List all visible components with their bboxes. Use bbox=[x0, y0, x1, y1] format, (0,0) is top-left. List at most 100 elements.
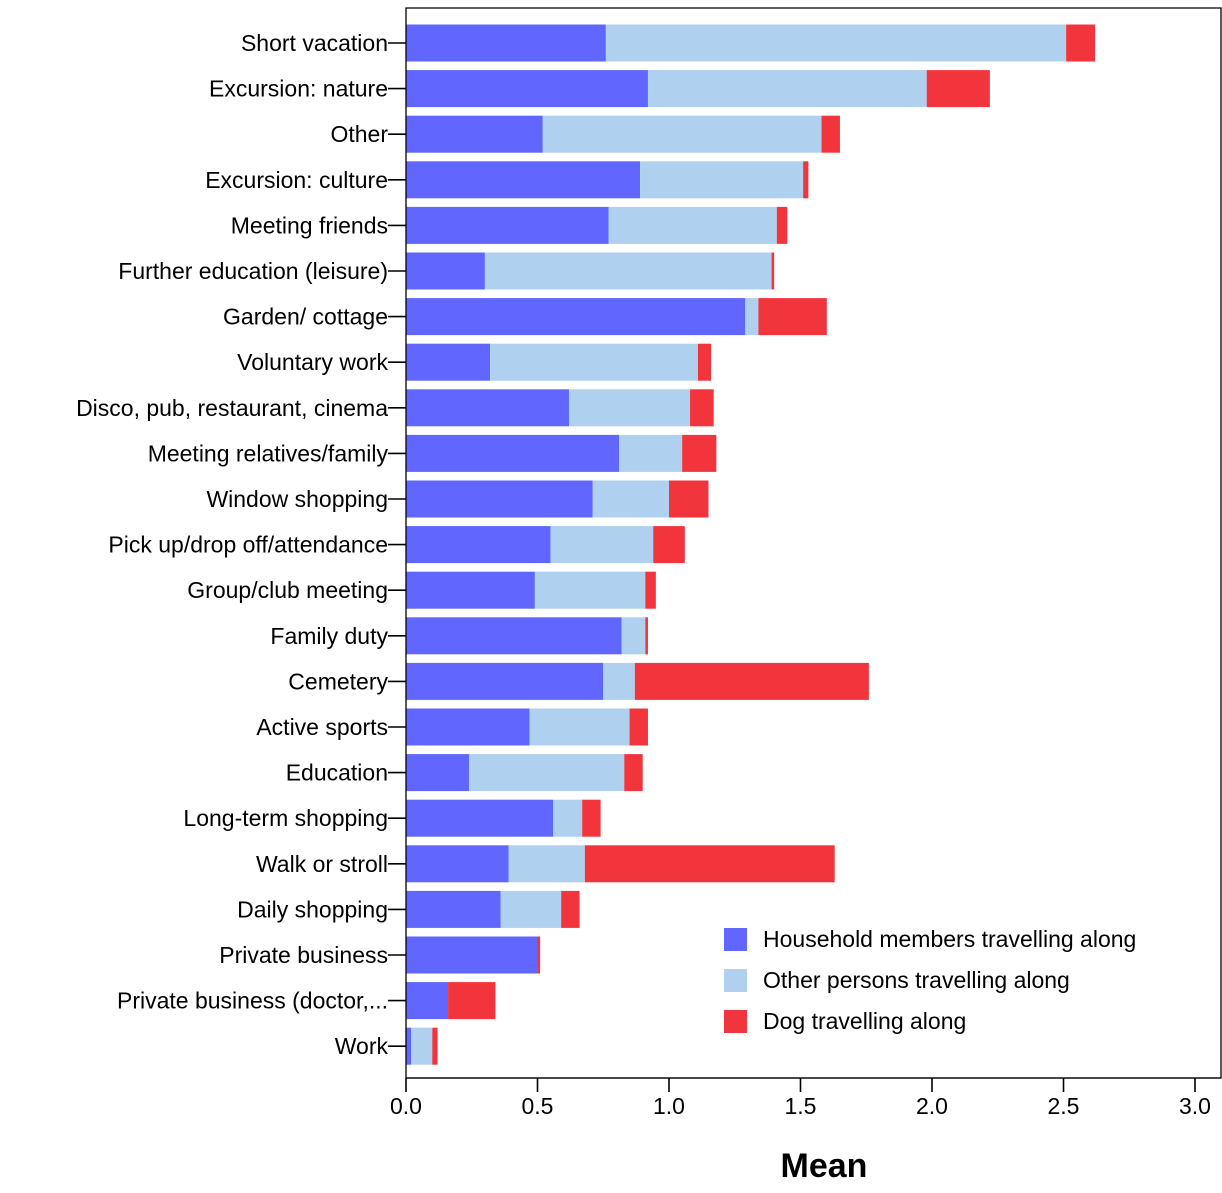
bar-segment-1-row-8 bbox=[406, 343, 491, 381]
axes-layer bbox=[405, 7, 1222, 1079]
category-label: Disco, pub, restaurant, cinema bbox=[76, 395, 388, 421]
x-axis-ticks: 0.0 0.5 1.0 1.5 2.0 2.5 3.0 bbox=[390, 1078, 1211, 1119]
x-tick-label: 2.0 bbox=[916, 1093, 948, 1119]
bar-segment-1-row-1 bbox=[406, 24, 606, 62]
x-tick-label: 3.0 bbox=[1179, 1093, 1211, 1119]
bar-segment-3-row-13 bbox=[645, 571, 656, 609]
bar-segment-1-row-16 bbox=[406, 708, 530, 746]
legend-swatch bbox=[724, 969, 747, 992]
legend-swatch bbox=[724, 1010, 747, 1033]
category-label: Garden/ cottage bbox=[223, 304, 388, 330]
bar-segment-2-row-12 bbox=[550, 526, 654, 564]
bar-segment-3-row-23 bbox=[432, 1027, 438, 1065]
bar-segment-1-row-4 bbox=[406, 161, 641, 199]
bar-segment-1-row-21 bbox=[406, 936, 538, 974]
bar-segment-2-row-4 bbox=[640, 161, 804, 199]
category-label: Meeting friends bbox=[231, 212, 388, 238]
category-label: Short vacation bbox=[241, 30, 388, 56]
bar-segment-1-row-3 bbox=[406, 115, 543, 153]
bar-segment-1-row-7 bbox=[406, 298, 746, 336]
category-label: Voluntary work bbox=[237, 349, 388, 375]
legend-label: Household members travelling along bbox=[763, 926, 1136, 952]
category-label: Walk or stroll bbox=[256, 851, 388, 877]
bar-segment-1-row-20 bbox=[406, 890, 501, 928]
bar-segment-3-row-19 bbox=[584, 845, 835, 883]
bar-segment-1-row-17 bbox=[406, 754, 470, 792]
bar-segment-2-row-18 bbox=[553, 799, 583, 837]
category-label: Family duty bbox=[270, 623, 388, 649]
bar-segment-1-row-14 bbox=[406, 617, 622, 655]
bar-segment-1-row-18 bbox=[406, 799, 554, 837]
bar-segment-2-row-5 bbox=[608, 206, 777, 244]
category-label: Meeting relatives/family bbox=[148, 440, 389, 466]
bar-segment-2-row-3 bbox=[542, 115, 822, 153]
bars-layer bbox=[406, 24, 1096, 1065]
bar-segment-1-row-23 bbox=[406, 1027, 412, 1065]
bar-segment-2-row-7 bbox=[745, 298, 759, 336]
bar-segment-3-row-4 bbox=[803, 161, 809, 199]
bar-segment-1-row-22 bbox=[406, 982, 449, 1020]
bar-segment-3-row-9 bbox=[690, 389, 714, 427]
bar-segment-3-row-20 bbox=[561, 890, 580, 928]
bar-segment-3-row-3 bbox=[821, 115, 840, 153]
bar-segment-3-row-1 bbox=[1066, 24, 1096, 62]
x-axis-title: Mean bbox=[781, 1147, 868, 1185]
bar-segment-3-row-18 bbox=[582, 799, 601, 837]
category-label: Window shopping bbox=[206, 486, 388, 512]
bar-segment-3-row-15 bbox=[634, 662, 869, 700]
bar-segment-2-row-8 bbox=[490, 343, 698, 381]
bar-segment-2-row-10 bbox=[619, 434, 683, 472]
bar-segment-2-row-13 bbox=[534, 571, 646, 609]
x-tick-label: 1.0 bbox=[653, 1093, 685, 1119]
category-label: Education bbox=[286, 760, 388, 786]
bar-segment-3-row-11 bbox=[669, 480, 709, 518]
legend-swatch bbox=[724, 928, 747, 951]
category-label: Group/club meeting bbox=[187, 577, 388, 603]
bar-segment-1-row-15 bbox=[406, 662, 604, 700]
bar-segment-2-row-17 bbox=[469, 754, 625, 792]
bar-segment-3-row-17 bbox=[624, 754, 643, 792]
category-label: Daily shopping bbox=[237, 896, 388, 922]
category-labels: Short vacation Excursion: nature Other Excu… bbox=[76, 30, 406, 1059]
bar-segment-2-row-14 bbox=[621, 617, 646, 655]
category-label: Excursion: culture bbox=[205, 167, 388, 193]
bar-segment-1-row-13 bbox=[406, 571, 535, 609]
category-label: Excursion: nature bbox=[209, 76, 388, 102]
bar-segment-3-row-12 bbox=[653, 526, 685, 564]
bar-segment-3-row-10 bbox=[682, 434, 717, 472]
x-tick-label: 1.5 bbox=[785, 1093, 817, 1119]
category-label: Pick up/drop off/attendance bbox=[108, 532, 388, 558]
bar-segment-3-row-6 bbox=[771, 252, 775, 290]
category-label: Private business (doctor,... bbox=[117, 988, 388, 1014]
bar-segment-3-row-16 bbox=[629, 708, 648, 746]
bar-segment-3-row-22 bbox=[448, 982, 496, 1020]
category-label: Private business bbox=[219, 942, 388, 968]
category-label: Other bbox=[330, 121, 388, 147]
bar-segment-2-row-9 bbox=[569, 389, 691, 427]
bar-segment-1-row-5 bbox=[406, 206, 609, 244]
category-label: Work bbox=[335, 1033, 389, 1059]
bar-segment-1-row-11 bbox=[406, 480, 593, 518]
bar-segment-2-row-23 bbox=[411, 1027, 433, 1065]
category-label: Active sports bbox=[256, 714, 388, 740]
bar-segment-3-row-14 bbox=[645, 617, 648, 655]
category-label: Further education (leisure) bbox=[118, 258, 388, 284]
bar-segment-2-row-11 bbox=[592, 480, 669, 518]
bar-segment-1-row-2 bbox=[406, 70, 648, 108]
bar-segment-1-row-10 bbox=[406, 434, 620, 472]
bar-segment-3-row-5 bbox=[776, 206, 788, 244]
legend: Household members travelling along Other … bbox=[724, 926, 1136, 1034]
legend-label: Other persons travelling along bbox=[763, 967, 1070, 993]
bar-segment-1-row-19 bbox=[406, 845, 509, 883]
bar-segment-2-row-6 bbox=[484, 252, 772, 290]
bar-segment-2-row-1 bbox=[605, 24, 1067, 62]
bar-segment-2-row-2 bbox=[647, 70, 927, 108]
bar-segment-1-row-9 bbox=[406, 389, 570, 427]
legend-label: Dog travelling along bbox=[763, 1008, 966, 1034]
bar-segment-3-row-8 bbox=[697, 343, 712, 381]
bar-segment-3-row-21 bbox=[537, 936, 541, 974]
bar-segment-1-row-6 bbox=[406, 252, 485, 290]
bar-segment-3-row-2 bbox=[926, 70, 990, 108]
category-label: Long-term shopping bbox=[183, 805, 388, 831]
